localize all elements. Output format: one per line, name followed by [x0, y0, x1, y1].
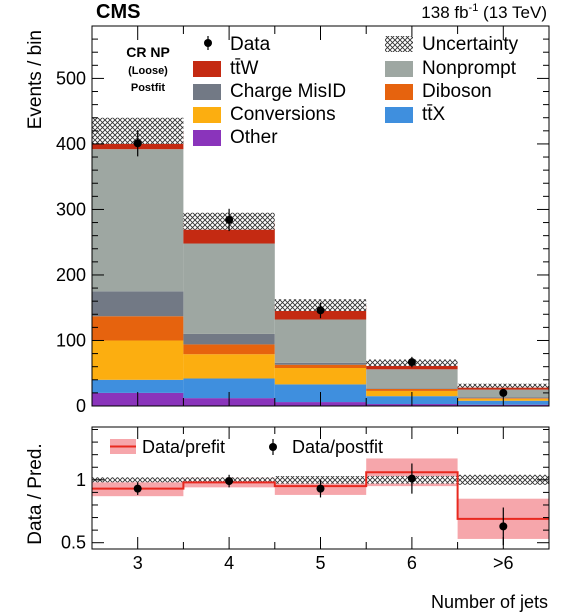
ratio-legend-prefit-label: Data/prefit: [142, 437, 225, 457]
legend-data-marker: [204, 39, 212, 47]
legend-nonprompt: Nonprompt: [385, 58, 517, 79]
bar-diboson-4: [366, 388, 458, 391]
ratio-y-tick-label: 0.5: [61, 533, 86, 553]
ratio-uncertainty-1: [92, 477, 184, 483]
y-tick-label: 400: [56, 134, 86, 154]
legend-other-swatch: [193, 130, 221, 146]
ratio-legend-postfit-marker: [269, 443, 277, 451]
x-tick-label-5: >6: [493, 553, 514, 573]
data-point-1: [133, 139, 142, 148]
legend-chargemisid: Charge MisID: [193, 81, 346, 102]
bar-conversions-2: [183, 354, 275, 379]
bar-diboson-3: [274, 364, 367, 368]
bar-chargemisid-4: [366, 388, 458, 389]
bar-conversions-3: [274, 368, 367, 385]
bar-nonprompt-4: [366, 369, 458, 389]
bar-ttx-2: [183, 378, 275, 399]
legend-chargemisid-label: Charge MisID: [230, 81, 346, 102]
legend-nonprompt-label: Nonprompt: [422, 58, 517, 79]
bar-ttx-1: [92, 379, 184, 393]
postfit-point-5: [499, 522, 508, 531]
y-tick-label: 100: [56, 330, 86, 350]
bar-nonprompt-2: [183, 243, 275, 334]
x-tick-label-3: 5: [315, 553, 325, 573]
postfit-point-4: [407, 474, 416, 483]
postfit-point-3: [316, 484, 325, 493]
legend-diboson-swatch: [385, 84, 413, 100]
legend-conversions-label: Conversions: [230, 104, 336, 125]
legend-conversions: Conversions: [193, 104, 336, 125]
ratio-y-axis-label: Data / Pred.: [25, 443, 46, 544]
legend-conversions-swatch: [193, 107, 221, 123]
y-tick-label: 300: [56, 199, 86, 219]
legend-ttw-swatch: [193, 61, 221, 77]
data-point-3: [316, 306, 325, 315]
data-point-4: [407, 358, 416, 367]
ratio-legend: Data/prefit Data/postfit: [110, 437, 383, 457]
bar-chargemisid-2: [183, 333, 275, 345]
bar-nonprompt-1: [92, 149, 184, 292]
bar-chargemisid-3: [274, 362, 367, 365]
bar-conversions-1: [92, 340, 184, 380]
legend-uncertainty: Uncertainty: [385, 34, 519, 55]
legend-uncertainty-label: Uncertainty: [422, 34, 519, 55]
ratio-legend-postfit-label: Data/postfit: [292, 437, 383, 457]
legend-diboson-label: Diboson: [422, 81, 492, 102]
postfit-point-1: [133, 484, 142, 493]
region-label-line3: Postfit: [131, 82, 166, 94]
legend-uncertainty-swatch: [385, 36, 413, 52]
main-plot: 0 100 200 300 400 500: [56, 25, 550, 416]
legend-other: Other: [193, 127, 278, 148]
legend-data: Data: [204, 34, 271, 55]
y-tick-label: 500: [56, 68, 86, 88]
ratio-y-tick-label: 1: [76, 470, 86, 490]
bar-nonprompt-3: [274, 319, 367, 363]
y-tick-label: 0: [76, 396, 86, 416]
ratio-uncertainty-5: [457, 474, 549, 485]
bar-diboson-1: [92, 316, 184, 341]
legend-ttw-label: tt̄W: [230, 58, 259, 79]
region-label-line1: CR NP: [126, 44, 170, 60]
legend-ttx: tt̄X: [385, 104, 446, 125]
main-y-axis-label: Events / bin: [25, 30, 46, 129]
legend-ttx-swatch: [385, 107, 413, 123]
lumi-label: 138 fb-1 (13 TeV): [421, 2, 547, 22]
cms-label: CMS: [96, 1, 140, 23]
legend-ttw: tt̄W: [193, 58, 259, 79]
bar-diboson-2: [183, 344, 275, 355]
y-tick-label: 200: [56, 265, 86, 285]
legend-diboson: Diboson: [385, 81, 492, 102]
legend-ttx-label: tt̄X: [422, 104, 446, 125]
legend-other-label: Other: [230, 127, 278, 148]
ratio-plot: 0.5 1 3 4 5 6 >6: [61, 426, 550, 573]
x-axis-label: Number of jets: [431, 592, 548, 612]
uncertainty-band-5: [457, 383, 549, 388]
legend-chargemisid-swatch: [193, 84, 221, 100]
region-label-line2: (Loose): [128, 65, 168, 77]
legend-nonprompt-swatch: [385, 61, 413, 77]
legend: Data tt̄W Charge MisID Conversions Other…: [193, 34, 519, 148]
legend-data-label: Data: [230, 34, 271, 55]
postfit-point-2: [225, 477, 234, 486]
x-tick-label-2: 4: [224, 553, 234, 573]
x-tick-label-1: 3: [133, 553, 143, 573]
data-point-2: [225, 215, 234, 224]
bar-chargemisid-1: [92, 291, 184, 317]
x-tick-label-4: 6: [407, 553, 417, 573]
